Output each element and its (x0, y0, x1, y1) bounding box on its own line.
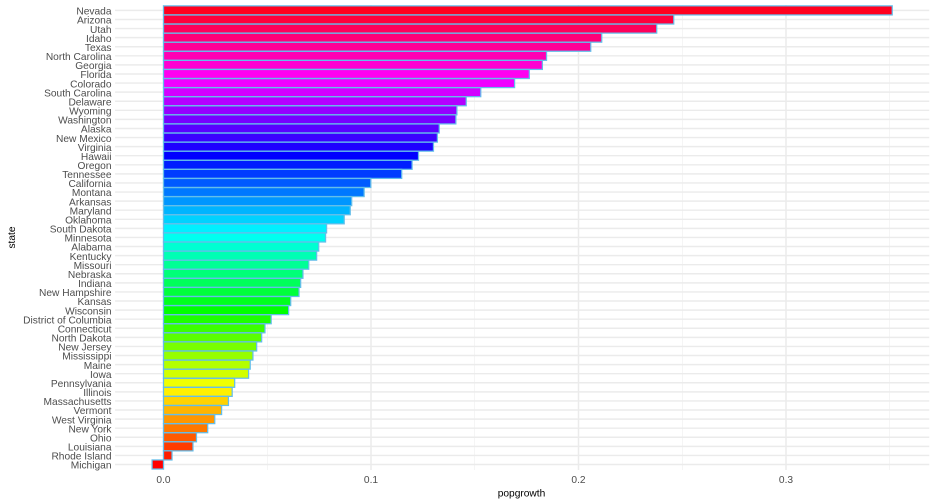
svg-text:California: California (68, 179, 111, 190)
svg-text:popgrowth: popgrowth (498, 489, 546, 500)
svg-text:Oregon: Oregon (78, 161, 112, 172)
svg-text:Missouri: Missouri (74, 261, 112, 272)
svg-text:Ohio: Ohio (90, 433, 112, 444)
svg-text:Hawaii: Hawaii (81, 152, 112, 163)
svg-text:Arizona: Arizona (77, 16, 112, 27)
svg-text:Rhode Island: Rhode Island (51, 452, 111, 463)
svg-text:0.3: 0.3 (779, 475, 793, 486)
svg-text:Massachusetts: Massachusetts (44, 397, 112, 408)
svg-text:District of Columbia: District of Columbia (23, 315, 112, 326)
svg-text:South Dakota: South Dakota (50, 225, 112, 236)
svg-text:Wisconsin: Wisconsin (65, 306, 111, 317)
svg-text:New Jersey: New Jersey (58, 343, 112, 354)
svg-text:Idaho: Idaho (86, 34, 112, 45)
svg-text:Michigan: Michigan (71, 461, 112, 472)
svg-text:Montana: Montana (72, 188, 112, 199)
svg-text:Kentucky: Kentucky (70, 252, 113, 263)
svg-text:Maine: Maine (84, 361, 112, 372)
svg-text:Nebraska: Nebraska (68, 270, 112, 281)
svg-text:Mississippi: Mississippi (62, 352, 111, 363)
svg-text:Nevada: Nevada (76, 7, 111, 18)
svg-text:state: state (7, 226, 18, 248)
svg-text:Oklahoma: Oklahoma (65, 215, 112, 226)
svg-text:Connecticut: Connecticut (58, 324, 112, 335)
svg-text:Louisiana: Louisiana (68, 443, 112, 454)
svg-text:0.1: 0.1 (364, 475, 378, 486)
svg-text:New Mexico: New Mexico (56, 134, 112, 145)
svg-text:Georgia: Georgia (75, 61, 112, 72)
svg-text:Kansas: Kansas (78, 297, 112, 308)
svg-text:Delaware: Delaware (68, 97, 111, 108)
svg-text:North Dakota: North Dakota (51, 334, 111, 345)
svg-text:North Carolina: North Carolina (46, 52, 112, 63)
svg-text:South Carolina: South Carolina (44, 88, 112, 99)
svg-text:Illinois: Illinois (83, 388, 111, 399)
svg-text:Tennessee: Tennessee (62, 170, 112, 181)
svg-text:Alaska: Alaska (81, 125, 112, 136)
svg-text:Minnesota: Minnesota (64, 234, 111, 245)
svg-text:Arkansas: Arkansas (69, 197, 111, 208)
svg-text:Iowa: Iowa (90, 370, 112, 381)
svg-text:Pennsylvania: Pennsylvania (51, 379, 112, 390)
svg-text:Vermont: Vermont (74, 406, 112, 417)
svg-text:West Virginia: West Virginia (52, 415, 112, 426)
svg-text:Indiana: Indiana (78, 279, 112, 290)
svg-text:Colorado: Colorado (70, 79, 112, 90)
svg-text:0.2: 0.2 (571, 475, 585, 486)
svg-text:Wyoming: Wyoming (69, 107, 112, 118)
svg-text:Maryland: Maryland (70, 206, 112, 217)
svg-text:Washington: Washington (58, 116, 111, 127)
svg-text:Texas: Texas (85, 43, 112, 54)
svg-text:New Hampshire: New Hampshire (39, 288, 112, 299)
svg-text:Virginia: Virginia (78, 143, 112, 154)
svg-text:Florida: Florida (80, 70, 111, 81)
svg-text:0.0: 0.0 (156, 475, 170, 486)
svg-text:Alabama: Alabama (71, 243, 112, 254)
svg-text:New York: New York (68, 424, 112, 435)
svg-text:Utah: Utah (90, 25, 112, 36)
